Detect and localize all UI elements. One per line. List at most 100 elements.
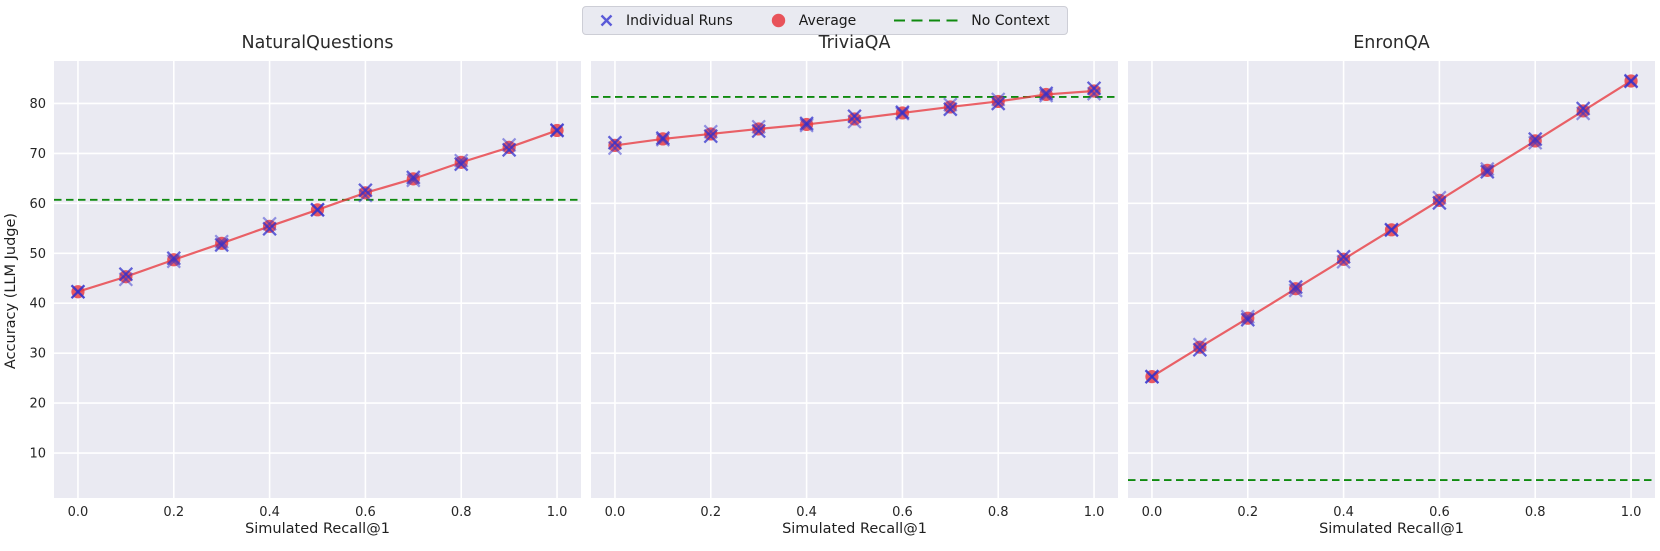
individual-run-marker bbox=[1288, 283, 1303, 298]
legend-label-individual-runs: Individual Runs bbox=[626, 12, 733, 29]
individual-run-marker bbox=[118, 272, 134, 287]
individual-run-marker bbox=[1336, 249, 1351, 264]
y-tick-label: 10 bbox=[29, 447, 46, 462]
individual-run-marker bbox=[166, 254, 181, 269]
individual-run-marker bbox=[847, 114, 862, 129]
individual-run-marker bbox=[214, 237, 229, 253]
average-point bbox=[502, 140, 516, 155]
average-point bbox=[262, 219, 277, 233]
individual-run-marker bbox=[166, 251, 181, 266]
y-tick-label: 30 bbox=[29, 347, 46, 362]
individual-run-marker bbox=[607, 140, 623, 156]
individual-run-marker bbox=[1480, 164, 1495, 179]
legend: Individual Runs Average No Context bbox=[582, 6, 1068, 35]
individual-run-marker bbox=[262, 216, 277, 231]
individual-run-marker bbox=[751, 123, 766, 139]
individual-run-marker bbox=[118, 266, 134, 282]
average-point bbox=[1336, 252, 1351, 266]
individual-run-marker bbox=[895, 105, 910, 120]
individual-run-marker bbox=[1192, 342, 1208, 357]
x-tick-label: 0.8 bbox=[1525, 505, 1546, 520]
average-point bbox=[215, 236, 229, 250]
x-tick-label: 0.0 bbox=[68, 505, 89, 520]
y-tick-label: 50 bbox=[29, 247, 46, 262]
individual-run-marker bbox=[751, 119, 766, 134]
average-point bbox=[991, 94, 1005, 109]
average-point bbox=[1289, 282, 1303, 296]
x-tick-label: 0.6 bbox=[892, 505, 913, 520]
x-tick-label: 1.0 bbox=[547, 505, 568, 520]
average-point bbox=[847, 112, 862, 126]
individual-run-marker bbox=[406, 170, 421, 185]
y-axis-label: Accuracy (LLM Judge) bbox=[3, 212, 19, 370]
individual-run-marker bbox=[262, 221, 277, 236]
x-tick-label: 0.4 bbox=[259, 505, 280, 520]
x-axis-label-1: Simulated Recall@1 bbox=[245, 521, 390, 537]
x-axis-label-3: Simulated Recall@1 bbox=[1319, 521, 1464, 537]
individual-run-marker bbox=[358, 183, 373, 198]
individual-run-marker bbox=[1240, 309, 1255, 324]
average-point bbox=[1528, 134, 1542, 148]
y-tick-label: 80 bbox=[29, 97, 46, 112]
x-marker-icon bbox=[600, 14, 613, 27]
subplot-title-enronqa: EnronQA bbox=[1353, 33, 1430, 53]
individual-run-marker bbox=[1528, 131, 1543, 147]
individual-run-marker bbox=[607, 135, 623, 150]
x-tick-label: 0.0 bbox=[605, 505, 626, 520]
individual-run-marker bbox=[1432, 195, 1447, 211]
individual-run-marker bbox=[1432, 190, 1447, 205]
individual-run-marker bbox=[799, 116, 814, 131]
individual-run-marker bbox=[454, 153, 469, 168]
average-point bbox=[119, 270, 133, 284]
individual-run-marker bbox=[1575, 101, 1591, 116]
individual-run-marker bbox=[501, 137, 517, 153]
average-point bbox=[943, 100, 957, 114]
subplot-title-triviaqa: TriviaQA bbox=[818, 33, 891, 53]
legend-label-no-context: No Context bbox=[971, 12, 1050, 29]
x-tick-label: 0.2 bbox=[163, 505, 184, 520]
individual-run-marker bbox=[943, 97, 958, 112]
individual-run-marker bbox=[358, 188, 373, 203]
individual-run-marker bbox=[1575, 106, 1591, 121]
individual-run-marker bbox=[1336, 254, 1351, 269]
average-point bbox=[1087, 84, 1101, 98]
average-point bbox=[608, 138, 622, 153]
x-tick-label: 0.8 bbox=[988, 505, 1009, 520]
individual-run-marker bbox=[214, 234, 229, 249]
x-tick-label: 0.0 bbox=[1142, 505, 1163, 520]
y-tick-label: 40 bbox=[29, 297, 46, 312]
y-tick-label: 60 bbox=[29, 197, 46, 212]
y-tick-label: 70 bbox=[29, 147, 46, 162]
individual-run-marker bbox=[310, 202, 325, 217]
average-point bbox=[358, 186, 373, 200]
individual-run-marker bbox=[1038, 88, 1054, 103]
individual-run-marker bbox=[703, 129, 718, 144]
x-axis-label-2: Simulated Recall@1 bbox=[782, 521, 927, 537]
average-point bbox=[1576, 104, 1590, 118]
average-point bbox=[454, 155, 468, 169]
legend-label-average: Average bbox=[798, 12, 857, 29]
legend-item-individual-runs: Individual Runs bbox=[600, 13, 733, 29]
average-point bbox=[1193, 340, 1207, 354]
subplot-panel bbox=[591, 61, 1118, 498]
individual-run-marker bbox=[1240, 312, 1255, 327]
individual-run-marker bbox=[1528, 135, 1543, 150]
individual-run-marker bbox=[501, 142, 517, 158]
individual-run-marker bbox=[703, 124, 718, 139]
x-tick-label: 1.0 bbox=[1621, 505, 1642, 520]
individual-run-marker bbox=[454, 157, 469, 172]
subplot-panel bbox=[54, 61, 581, 498]
average-point bbox=[704, 127, 718, 141]
x-tick-label: 0.6 bbox=[355, 505, 376, 520]
average-point bbox=[752, 122, 766, 136]
subplot-title-naturalquestions: NaturalQuestions bbox=[241, 33, 394, 53]
x-tick-label: 0.2 bbox=[1237, 505, 1258, 520]
individual-run-marker bbox=[1480, 161, 1495, 177]
x-tick-label: 0.4 bbox=[796, 505, 817, 520]
individual-run-marker bbox=[991, 96, 1006, 111]
individual-run-marker bbox=[1288, 279, 1303, 295]
individual-run-marker bbox=[1384, 222, 1399, 238]
individual-run-marker bbox=[1623, 74, 1639, 89]
x-tick-label: 0.4 bbox=[1333, 505, 1354, 520]
individual-run-marker bbox=[1144, 369, 1160, 384]
